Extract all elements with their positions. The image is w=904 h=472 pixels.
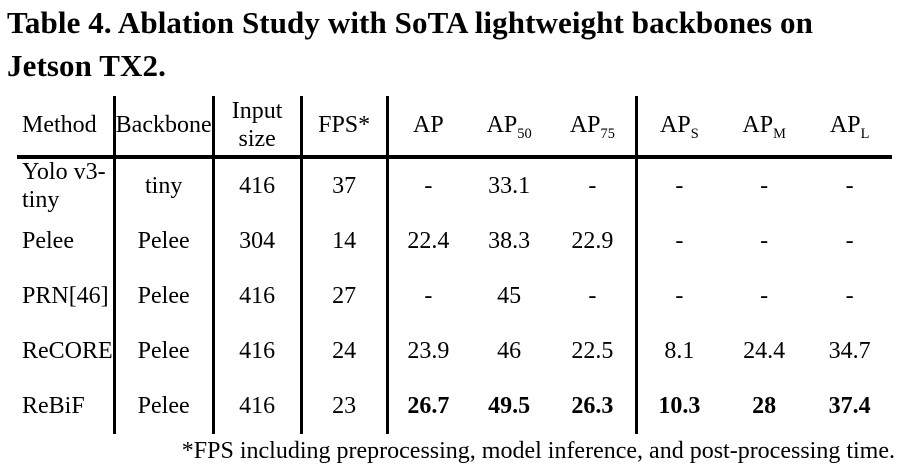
cell-ap50: 49.5 xyxy=(488,392,531,419)
cell-ap-l: 37.4 xyxy=(828,392,871,419)
cell-ap: 26.7 xyxy=(407,392,450,419)
cell-backbone: tiny xyxy=(114,157,215,215)
cell-input-size: 416 xyxy=(213,269,303,325)
col-header-ap-l: APL xyxy=(807,96,893,159)
cell-method: PRN[46] xyxy=(17,269,116,325)
cell-ap75: 26.3 xyxy=(550,379,638,435)
cell-fps: 14 xyxy=(301,214,389,270)
cell-backbone: Pelee xyxy=(114,214,215,270)
cell-ap75: 22.9 xyxy=(550,214,638,270)
cell-ap-m: - xyxy=(760,282,769,309)
cell-ap50: 45 xyxy=(497,282,522,309)
cell-ap-l: - xyxy=(845,227,854,254)
cell-fps: 23 xyxy=(301,379,389,435)
cell-ap-m: 28 xyxy=(752,392,777,419)
cell-input-size: 416 xyxy=(213,324,303,380)
col-header-backbone: Backbone xyxy=(114,96,215,159)
cell-method: Yolo v3-tiny xyxy=(17,157,116,215)
table-row: ReCORE Pelee 416 24 23.9 46 22.5 8.1 24.… xyxy=(17,324,892,380)
cell-ap-m: - xyxy=(760,227,769,254)
cell-input-size: 416 xyxy=(213,379,303,435)
cell-ap-s: 10.3 xyxy=(658,392,701,419)
cell-method: ReCORE xyxy=(17,324,116,380)
cell-ap-s: - xyxy=(675,227,684,254)
ablation-table: Method Backbone Input size FPS* AP AP50 … xyxy=(17,96,893,435)
col-header-ap: AP xyxy=(387,96,469,159)
cell-ap-l: - xyxy=(845,172,854,199)
fps-footnote: *FPS including preprocessing, model infe… xyxy=(181,438,895,464)
table-row: PRN[46] Pelee 416 27 - 45 - - - - xyxy=(17,269,892,325)
cell-ap-s: - xyxy=(675,282,684,309)
col-header-method: Method xyxy=(17,96,116,159)
cell-ap50: 46 xyxy=(497,337,522,364)
cell-ap: 23.9 xyxy=(407,337,450,364)
cell-method: Pelee xyxy=(17,214,116,270)
cell-ap: 22.4 xyxy=(407,227,450,254)
col-header-ap-m: APM xyxy=(721,96,808,159)
cell-ap50: 33.1 xyxy=(488,172,531,199)
cell-ap-s: - xyxy=(675,172,684,199)
cell-ap75: - xyxy=(550,157,638,215)
col-header-ap75: AP75 xyxy=(550,96,638,159)
cell-ap-m: 24.4 xyxy=(743,337,786,364)
cell-fps: 27 xyxy=(301,269,389,325)
cell-ap75: 22.5 xyxy=(550,324,638,380)
cell-backbone: Pelee xyxy=(114,269,215,325)
col-header-input-size: Input size xyxy=(213,96,303,159)
table-row: Yolo v3-tiny tiny 416 37 - 33.1 - - - - xyxy=(17,157,892,215)
cell-ap50: 38.3 xyxy=(488,227,531,254)
cell-input-size: 416 xyxy=(213,157,303,215)
cell-backbone: Pelee xyxy=(114,379,215,435)
cell-ap-l: 34.7 xyxy=(828,337,871,364)
col-header-ap-s: APS xyxy=(636,96,722,159)
table-caption: Table 4. Ablation Study with SoTA lightw… xyxy=(7,5,814,83)
cell-backbone: Pelee xyxy=(114,324,215,380)
table-row: Pelee Pelee 304 14 22.4 38.3 22.9 - - - xyxy=(17,214,892,270)
cell-ap-s: 8.1 xyxy=(664,337,695,364)
cell-ap-m: - xyxy=(760,172,769,199)
table-row-best: ReBiF Pelee 416 23 26.7 49.5 26.3 10.3 2… xyxy=(17,379,892,435)
cell-method: ReBiF xyxy=(17,379,116,435)
cell-fps: 37 xyxy=(301,157,389,215)
cell-fps: 24 xyxy=(301,324,389,380)
cell-ap-l: - xyxy=(845,282,854,309)
cell-ap: - xyxy=(424,282,433,309)
cell-ap: - xyxy=(424,172,433,199)
col-header-fps: FPS* xyxy=(301,96,389,159)
col-header-ap50: AP50 xyxy=(468,96,551,159)
cell-ap75: - xyxy=(550,269,638,325)
cell-input-size: 304 xyxy=(213,214,303,270)
header-row: Method Backbone Input size FPS* AP AP50 … xyxy=(17,96,893,159)
